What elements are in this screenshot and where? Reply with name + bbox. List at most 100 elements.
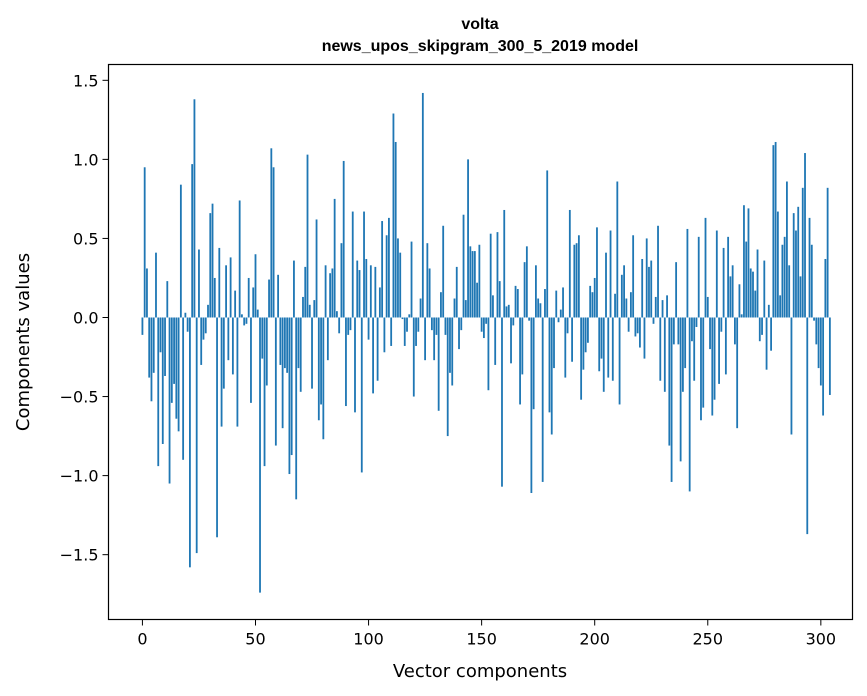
bar-241 <box>686 228 689 318</box>
bar-280 <box>774 141 777 318</box>
bar-53 <box>261 317 264 359</box>
bar-253 <box>713 317 716 400</box>
bar-226 <box>652 317 655 324</box>
bar-286 <box>788 265 791 318</box>
bar-88 <box>340 243 343 318</box>
bar-218 <box>634 317 637 337</box>
bar-13 <box>170 317 173 403</box>
bar-188 <box>566 317 569 334</box>
bar-44 <box>241 314 243 318</box>
bar-266 <box>743 205 745 318</box>
bar-22 <box>191 164 194 318</box>
bar-25 <box>198 249 200 318</box>
bar-189 <box>568 209 571 318</box>
bar-81 <box>324 265 327 318</box>
bar-40 <box>231 317 234 375</box>
bar-284 <box>783 236 786 318</box>
bar-30 <box>209 213 212 318</box>
bar-213 <box>623 265 625 318</box>
bar-78 <box>317 317 320 421</box>
bar-72 <box>304 266 307 318</box>
bar-115 <box>401 317 404 320</box>
bar-289 <box>795 230 797 318</box>
bar-198 <box>589 285 592 318</box>
bar-232 <box>666 295 668 318</box>
bar-33 <box>216 317 218 538</box>
bar-15 <box>175 317 178 419</box>
bar-35 <box>220 317 223 427</box>
bar-290 <box>797 206 800 318</box>
y-tick-label: 1.5 <box>73 71 98 90</box>
bar-112 <box>394 141 397 318</box>
bar-297 <box>813 317 815 321</box>
bar-251 <box>709 317 711 350</box>
bar-67 <box>293 260 295 318</box>
bar-239 <box>681 317 684 392</box>
bar-108 <box>385 235 388 318</box>
bar-56 <box>268 279 270 318</box>
bar-163 <box>510 317 512 364</box>
bar-234 <box>670 317 673 482</box>
bar-3 <box>148 317 151 378</box>
bar-131 <box>437 317 440 411</box>
bar-256 <box>720 317 723 332</box>
bar-28 <box>204 317 207 334</box>
bar-119 <box>410 241 413 318</box>
bar-154 <box>489 233 492 318</box>
bar-244 <box>693 317 696 381</box>
bar-193 <box>577 235 580 318</box>
bar-196 <box>584 317 587 353</box>
x-tick-label: 100 <box>353 630 384 649</box>
bar-164 <box>512 317 515 326</box>
bar-110 <box>390 317 393 346</box>
bar-61 <box>279 317 282 365</box>
bar-103 <box>374 266 377 318</box>
bar-292 <box>801 187 804 318</box>
bar-236 <box>675 262 678 318</box>
bar-91 <box>347 317 350 335</box>
bar-102 <box>372 317 374 394</box>
bar-109 <box>388 217 390 318</box>
bar-127 <box>428 268 431 318</box>
bar-167 <box>519 317 521 405</box>
bar-60 <box>277 274 280 318</box>
bar-68 <box>295 317 298 500</box>
bar-158 <box>498 281 501 318</box>
bar-166 <box>516 289 519 318</box>
bar-70 <box>299 317 302 392</box>
y-axis: −1.5 −1.0 −0.5 0.0 0.5 1.0 1.5 <box>60 71 109 565</box>
bar-207 <box>609 230 612 318</box>
bar-233 <box>668 317 671 446</box>
bar-23 <box>193 99 196 318</box>
bar-111 <box>392 113 395 318</box>
bar-267 <box>745 241 748 318</box>
bar-248 <box>702 317 705 408</box>
bar-32 <box>213 277 216 318</box>
bar-211 <box>618 317 621 405</box>
bar-243 <box>691 317 693 342</box>
bar-169 <box>523 262 526 318</box>
bar-6 <box>155 252 157 318</box>
bar-0 <box>141 317 144 335</box>
x-axis: 0 50 100 150 200 250 300 <box>137 619 836 649</box>
bar-168 <box>521 317 524 375</box>
bar-210 <box>616 181 619 318</box>
x-tick-label: 250 <box>692 630 723 649</box>
bar-269 <box>749 268 752 318</box>
bar-43 <box>238 200 241 318</box>
bar-80 <box>322 317 325 440</box>
bar-260 <box>729 276 732 318</box>
bar-series <box>141 92 831 593</box>
bar-231 <box>663 317 666 392</box>
bar-134 <box>444 317 447 335</box>
bar-84 <box>331 268 334 318</box>
y-axis-label: Components values <box>13 253 34 431</box>
bar-107 <box>383 317 386 353</box>
bar-185 <box>559 309 562 318</box>
bar-64 <box>286 317 289 373</box>
bar-235 <box>672 317 675 345</box>
bar-93 <box>351 211 354 318</box>
bar-29 <box>207 304 209 318</box>
bar-65 <box>288 317 291 475</box>
